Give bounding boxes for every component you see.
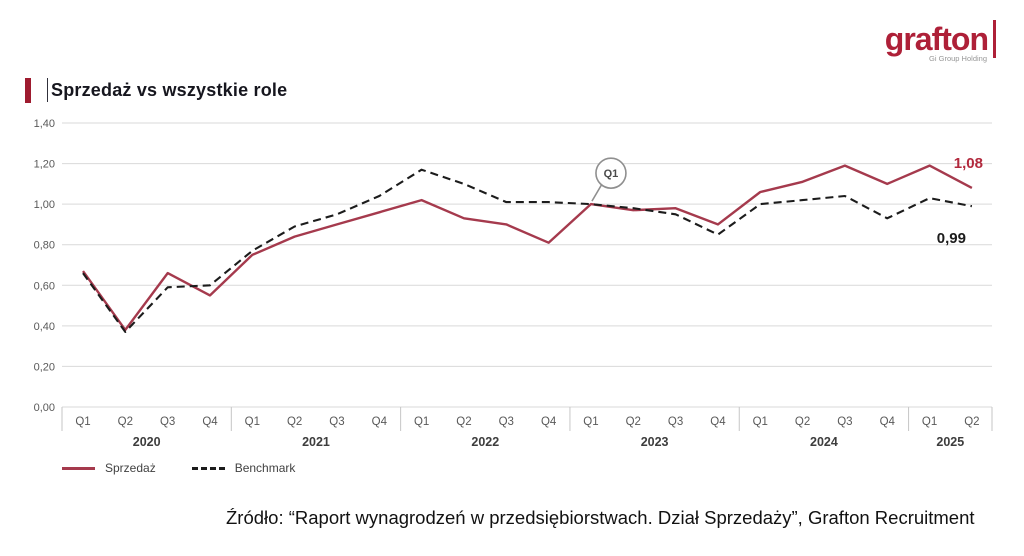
x-axis-quarter-label: Q1	[583, 416, 598, 428]
x-axis-year-label: 2023	[641, 435, 669, 449]
legend-label-sprzedaz: Sprzedaż	[105, 461, 156, 475]
x-axis-quarter-label: Q1	[414, 416, 429, 428]
annotation-leader-line	[591, 183, 603, 202]
x-axis-quarter-label: Q4	[541, 416, 557, 428]
source-note: Źródło: “Raport wynagrodzeń w przedsiębi…	[226, 507, 975, 528]
y-axis-label: 0,40	[34, 321, 55, 333]
legend-item-sprzedaz: Sprzedaż	[62, 461, 156, 475]
y-axis-label: 1,40	[34, 118, 55, 130]
y-axis-label: 0,20	[34, 361, 55, 373]
y-axis-label: 1,00	[34, 199, 55, 211]
y-axis-label: 0,00	[34, 402, 55, 414]
y-axis-label: 1,20	[34, 159, 55, 171]
x-axis-year-label: 2024	[810, 435, 838, 449]
legend-swatch-dashed-black	[191, 466, 225, 470]
legend-label-benchmark: Benchmark	[234, 461, 296, 475]
x-axis-quarter-label: Q4	[710, 416, 726, 428]
x-axis-quarter-label: Q2	[626, 416, 641, 428]
logo-tagline: Gi Group Holding	[929, 54, 987, 63]
x-axis-quarter-label: Q2	[795, 416, 810, 428]
legend-item-benchmark: Benchmark	[191, 461, 296, 475]
logo-wordmark: grafton	[884, 21, 989, 57]
x-axis-quarter-label: Q3	[160, 416, 175, 428]
x-axis-year-label: 2021	[302, 435, 330, 449]
x-axis-quarter-label: Q4	[202, 416, 218, 428]
x-axis-quarter-label: Q4	[880, 416, 896, 428]
title-accent-bar	[25, 77, 31, 103]
page-title: Sprzedaż vs wszystkie role	[51, 79, 288, 100]
legend-swatch-solid-red	[62, 466, 95, 470]
x-axis-quarter-label: Q1	[753, 416, 768, 428]
series-line-sprzedaz	[82, 164, 973, 332]
y-axis-label: 0,80	[34, 240, 55, 252]
y-axis-label: 0,60	[34, 280, 55, 292]
annotation-circle	[595, 157, 627, 189]
text-cursor	[47, 78, 48, 102]
x-axis-quarter-label: Q1	[75, 416, 90, 428]
x-axis-quarter-label: Q3	[837, 416, 852, 428]
x-axis-quarter-label: Q3	[329, 416, 344, 428]
grafton-logo: grafton Gi Group Holding	[885, 20, 996, 63]
x-axis-quarter-label: Q4	[372, 416, 388, 428]
series-end-label-benchmark: 0,99	[937, 230, 966, 247]
x-axis-quarter-label: Q2	[118, 416, 133, 428]
logo-bar	[993, 20, 996, 58]
annotation-label: Q1	[604, 168, 619, 180]
x-axis-quarter-label: Q1	[922, 416, 937, 428]
x-axis-quarter-label: Q1	[245, 416, 260, 428]
x-axis-year-label: 2022	[471, 435, 499, 449]
x-axis-year-label: 2025	[936, 435, 964, 449]
chart-title-block: Sprzedaż vs wszystkie role	[25, 77, 287, 103]
x-axis-quarter-label: Q3	[668, 416, 683, 428]
x-axis-quarter-label: Q2	[287, 416, 302, 428]
x-axis-quarter-label: Q2	[964, 416, 979, 428]
series-line-benchmark	[82, 168, 973, 333]
x-axis-quarter-label: Q2	[456, 416, 471, 428]
x-axis-quarter-label: Q3	[499, 416, 514, 428]
chart-legend: Sprzedaż Benchmark	[62, 461, 295, 475]
series-end-label-sprzedaz: 1,08	[954, 155, 983, 172]
x-axis-year-label: 2020	[133, 435, 161, 449]
